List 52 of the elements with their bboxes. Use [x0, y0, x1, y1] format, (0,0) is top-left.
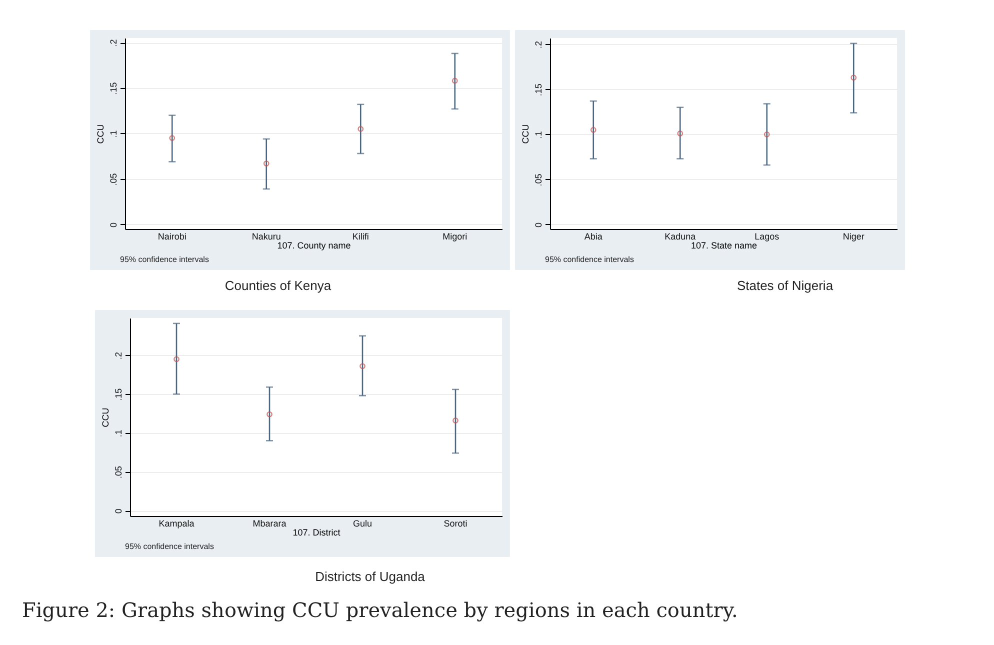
point [358, 126, 364, 132]
y-tick-label: .1 [534, 131, 544, 139]
caption: Figure 2: Graphs showing CCU prevalence by regions in each country. [22, 598, 738, 622]
text: Districts of Uganda [315, 569, 425, 584]
text: States of Nigeria [736, 278, 834, 293]
text: 95% confidence intervals [125, 542, 214, 551]
x-tick-label: Kilifi [352, 232, 369, 242]
y-axis-title: CCU [96, 124, 106, 144]
point [452, 418, 458, 424]
x-tick-label: Nairobi [158, 232, 186, 242]
y-tick-label: .15 [114, 388, 124, 401]
y-tick-label: .05 [114, 466, 124, 478]
x-tick-label: Kaduna [664, 232, 696, 242]
y-tick-label: .05 [108, 173, 118, 186]
x-tick-label: Abia [584, 232, 602, 242]
point [263, 160, 270, 166]
x-tick-label: Soroti [444, 518, 468, 528]
point [360, 363, 366, 370]
text: 95% confidence intervals [120, 255, 209, 264]
y-tick-label: .2 [108, 39, 118, 47]
y-tick-label: .1 [108, 130, 118, 138]
y-axis-title: CCU [100, 408, 110, 428]
x-tick-label: Nakuru [252, 232, 281, 242]
y-tick-label: .1 [114, 430, 124, 438]
point [266, 411, 272, 418]
x-tick-label: Gulu [352, 518, 372, 528]
point [677, 130, 684, 136]
x-axis-title: 107. State name [690, 240, 758, 250]
y-tick-label: .2 [534, 41, 544, 49]
x-tick-label: Lagos [754, 232, 780, 242]
y-tick-label: .15 [534, 84, 544, 96]
x-tick-label: Kampala [158, 518, 194, 528]
point [452, 78, 458, 84]
y-tick-label: .2 [114, 352, 124, 360]
y-tick-label: 0 [114, 508, 124, 514]
point [850, 74, 857, 81]
y-tick-label: .05 [534, 174, 544, 186]
y-tick-label: 0 [108, 222, 118, 228]
x-tick-label: Migori [442, 232, 468, 242]
point [169, 135, 176, 141]
point [590, 126, 596, 133]
x-tick-label: Mbarara [252, 518, 286, 528]
point [764, 131, 770, 138]
x-axis-title: 107. County name [277, 240, 351, 250]
point [174, 356, 180, 362]
text: Counties of Kenya [224, 278, 332, 293]
y-axis-title: CCU [520, 124, 530, 144]
text: 95% confidence intervals [545, 255, 634, 264]
x-axis-title: 107. District [292, 528, 341, 538]
y-tick-label: 0 [534, 222, 544, 228]
y-tick-label: .15 [108, 82, 118, 95]
x-tick-label: Niger [842, 232, 864, 242]
